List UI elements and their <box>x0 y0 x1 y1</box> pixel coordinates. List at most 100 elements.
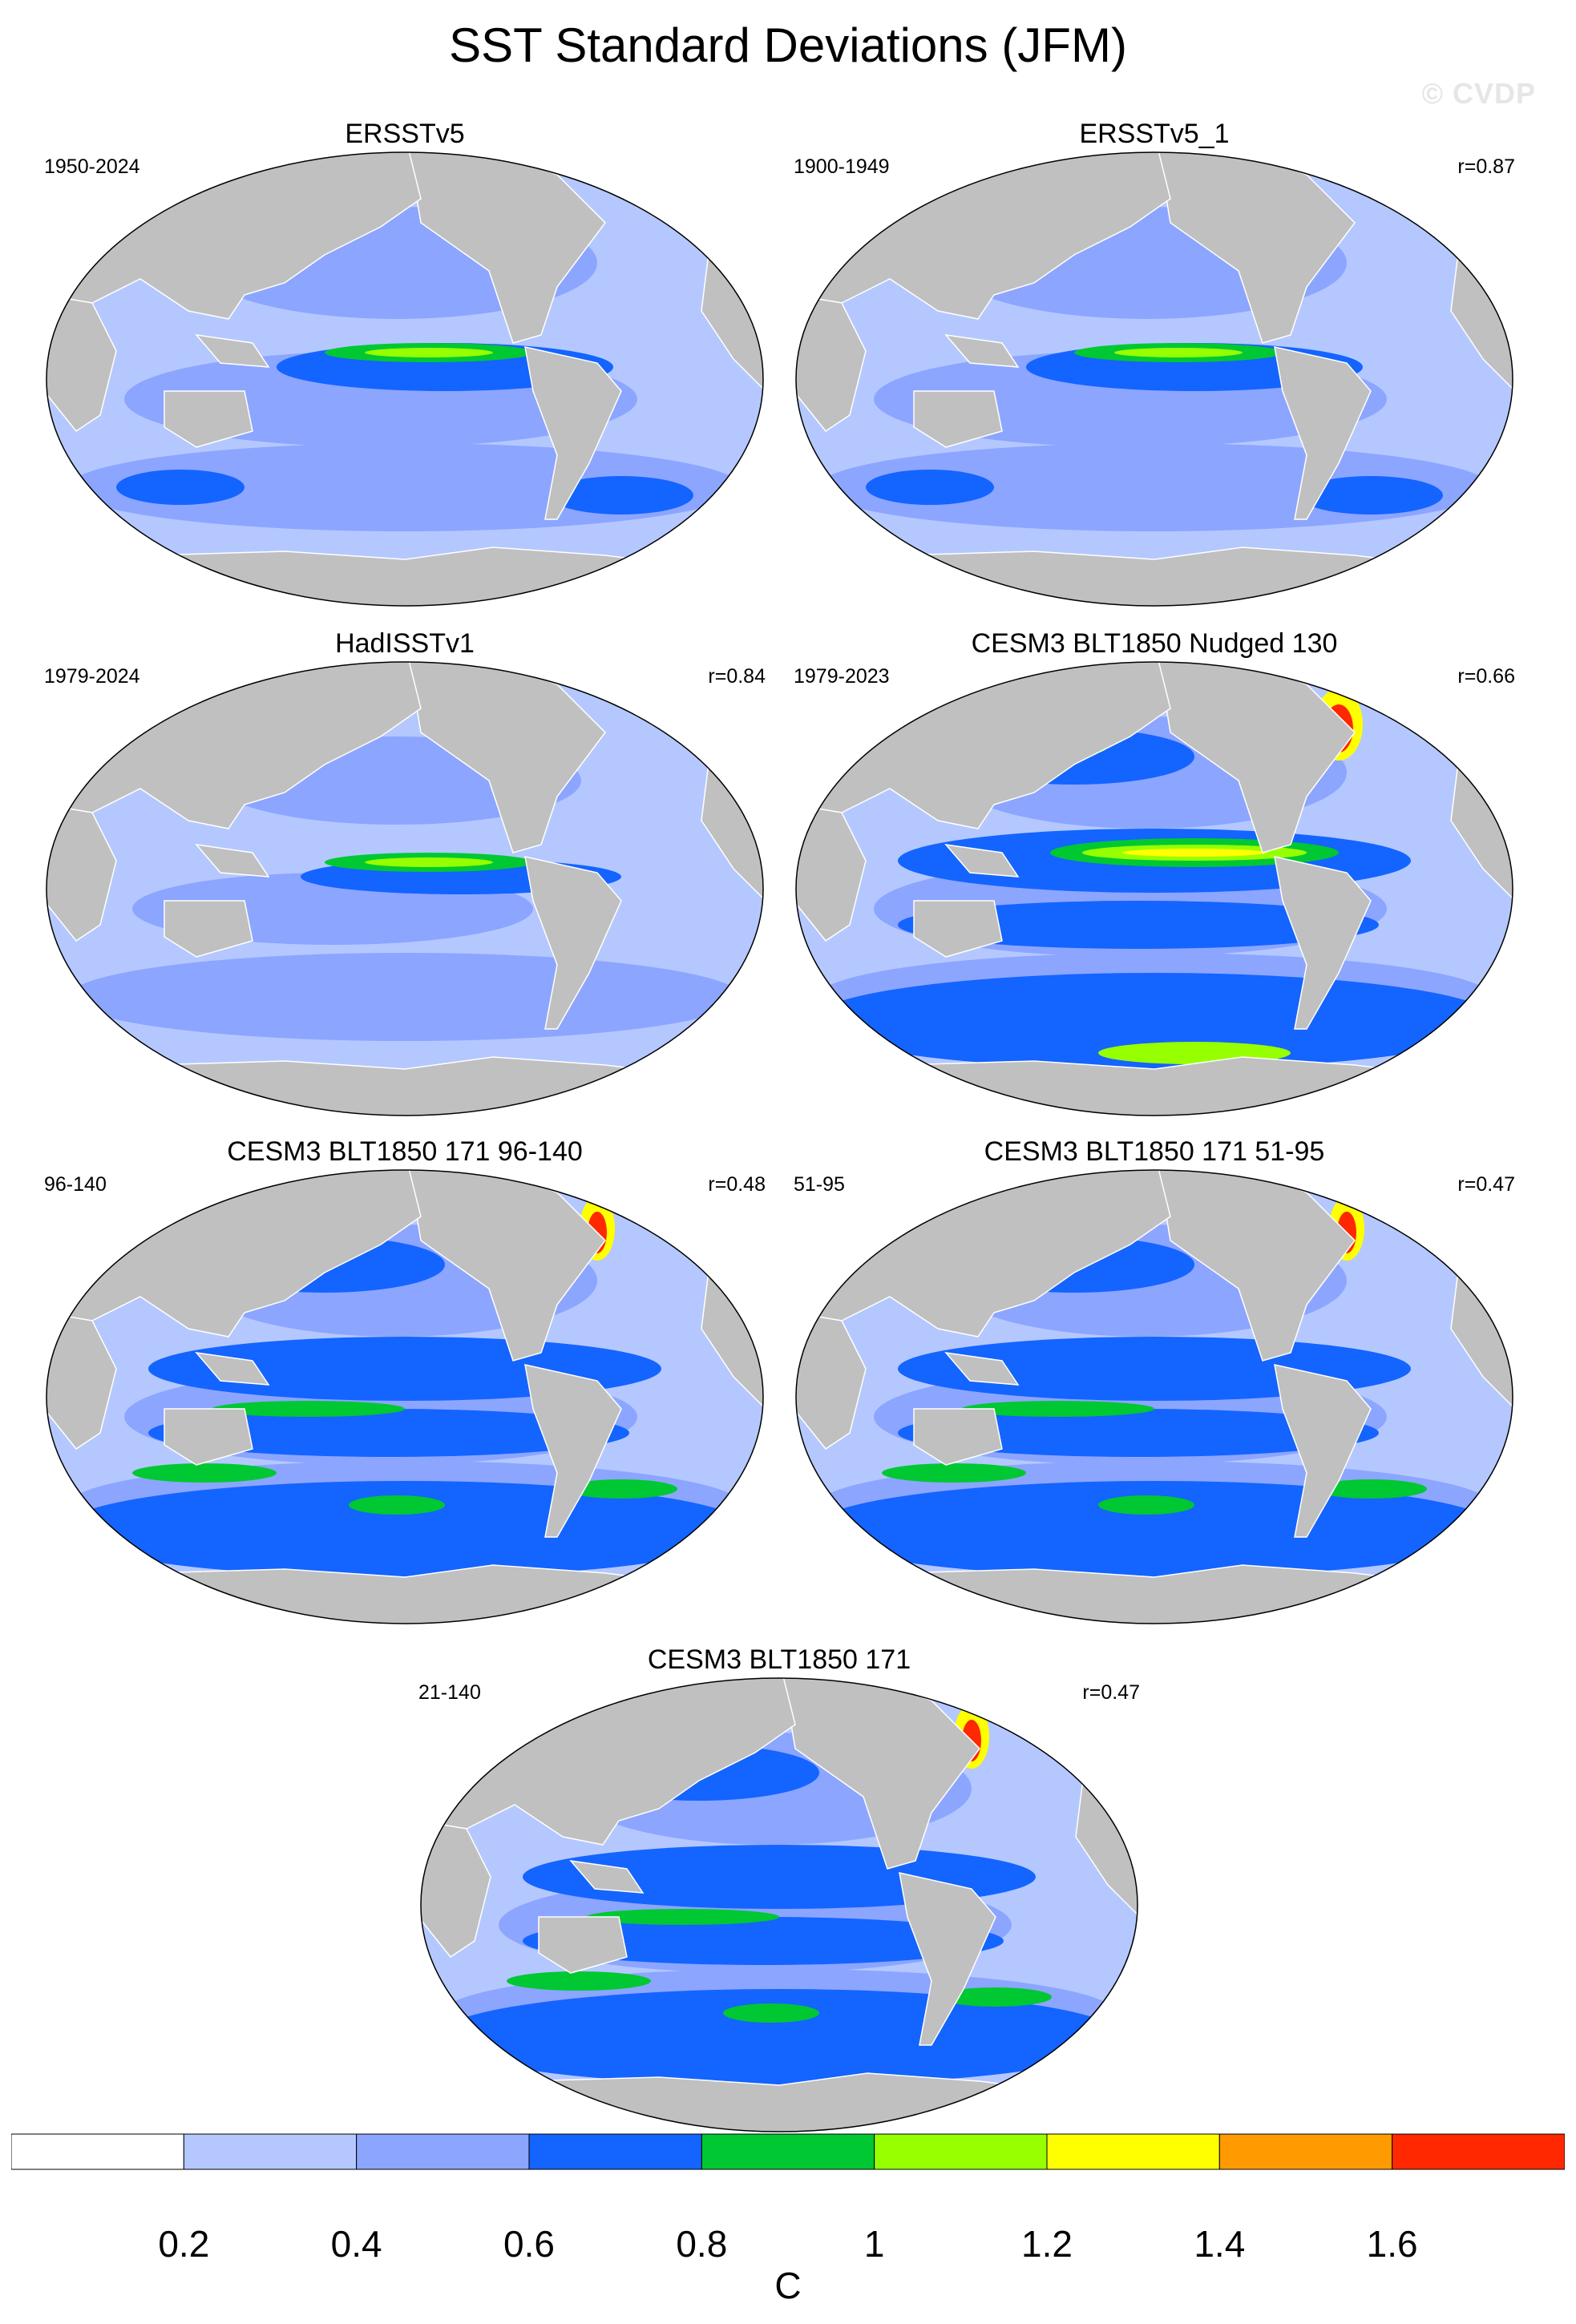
robinson-map <box>795 661 1513 1116</box>
south-america-land <box>1274 346 1372 520</box>
maritime-continent-land <box>944 843 1020 878</box>
figure-title: SST Standard Deviations (JFM) <box>449 18 1127 72</box>
robinson-map <box>420 1677 1138 2132</box>
enso-core <box>365 857 493 867</box>
colorbar-bin <box>874 2133 1048 2170</box>
south-america-land <box>1274 856 1372 1030</box>
robinson-map <box>46 661 764 1116</box>
variability-zone <box>898 901 1379 949</box>
maritime-continent-land <box>195 1351 270 1386</box>
greenland-land <box>620 1170 678 1225</box>
colorbar-bin <box>183 2133 358 2170</box>
variability-zone <box>810 973 1499 1069</box>
africa-west-land <box>46 804 117 942</box>
panel-correlation-label: r=0.47 <box>1457 1173 1515 1196</box>
map-panel-ersstv5: ERSSTv5 1950-2024 <box>44 119 766 607</box>
variability-zone <box>60 1481 750 1577</box>
panel-period-label: 1900-1949 <box>794 155 890 178</box>
map-panel-blt171: CESM3 BLT1850 171 21-140 r=0.47 <box>418 1644 1140 2133</box>
panel-title: CESM3 BLT1850 171 96-140 <box>227 1136 583 1167</box>
greenland-land <box>1370 662 1428 717</box>
variability-zone <box>1299 476 1443 514</box>
green-streak <box>882 1463 1026 1483</box>
south-america-land <box>524 1364 622 1538</box>
africa-west-land <box>796 1312 867 1450</box>
south-america-land <box>899 1872 996 2046</box>
panel-title: CESM3 BLT1850 171 <box>647 1644 911 1675</box>
greenland-land <box>1370 152 1428 208</box>
maritime-continent-land <box>944 333 1020 368</box>
green-streak <box>212 1401 405 1417</box>
variability-zone <box>434 1989 1124 2085</box>
greenland-land <box>1370 1170 1428 1225</box>
maritime-continent-land <box>195 843 270 878</box>
australia-land <box>913 900 1003 958</box>
australia-land <box>164 1408 253 1466</box>
colorbar-bin <box>528 2133 702 2170</box>
africa-west-land <box>796 294 867 433</box>
colorbar-tick-label: 1 <box>863 2223 885 2265</box>
maritime-continent-land <box>195 333 270 368</box>
cvdp-watermark: © CVDP <box>1421 77 1536 110</box>
colorbar-unit: C <box>774 2265 802 2306</box>
panel-correlation-label: r=0.48 <box>708 1173 766 1196</box>
robinson-map <box>795 1169 1513 1624</box>
panel-period-label: 21-140 <box>418 1681 481 1704</box>
variability-zone <box>549 476 693 514</box>
variability-zone <box>866 470 994 505</box>
green-streak <box>723 2003 819 2023</box>
colorbar-tick-label: 1.4 <box>1194 2223 1246 2265</box>
south-america-land <box>524 856 622 1030</box>
robinson-map <box>46 151 764 607</box>
map-border <box>795 151 1513 607</box>
map-border <box>46 661 764 1116</box>
map-panel-nudged130: CESM3 BLT1850 Nudged 130 1979-2023 r=0.66 <box>794 628 1515 1117</box>
colorbar-bin <box>1046 2133 1220 2170</box>
green-streak <box>507 1971 651 1991</box>
africa-west-land <box>46 294 117 433</box>
variability-zone <box>68 953 742 1041</box>
colorbar-bin <box>1218 2133 1393 2170</box>
map-border <box>420 1677 1138 2132</box>
panel-period-label: 96-140 <box>44 1173 107 1196</box>
robinson-map <box>46 1169 764 1624</box>
green-streak <box>565 1479 677 1499</box>
enso-core <box>1114 348 1243 357</box>
panel-title: ERSSTv5 <box>345 119 465 149</box>
panel-period-label: 51-95 <box>794 1173 845 1196</box>
enso-peak <box>1122 849 1267 857</box>
variability-zone <box>898 1409 1379 1457</box>
robinson-map <box>795 151 1513 607</box>
africa-west-land <box>796 804 867 942</box>
green-streak <box>962 1401 1154 1417</box>
colorbar-tick-label: 1.2 <box>1021 2223 1073 2265</box>
panel-title: CESM3 BLT1850 171 51-95 <box>984 1136 1325 1167</box>
australia-land <box>164 390 253 448</box>
map-panel-blt171_96_140: CESM3 BLT1850 171 96-140 96-140 r=0.48 <box>44 1136 766 1625</box>
australia-land <box>913 390 1003 448</box>
map-border <box>795 661 1513 1116</box>
colorbar-tick-label: 0.6 <box>503 2223 555 2265</box>
maritime-continent-land <box>944 1351 1020 1386</box>
south-america-land <box>524 346 622 520</box>
map-panel-blt171_51_95: CESM3 BLT1850 171 51-95 51-95 r=0.47 <box>794 1136 1515 1625</box>
panel-correlation-label: r=0.47 <box>1082 1681 1140 1704</box>
panel-period-label: 1979-2023 <box>794 665 890 688</box>
greenland-land <box>995 1678 1053 1733</box>
map-panel-ersstv5_1: ERSSTv5_1 1900-1949 r=0.87 <box>794 119 1515 607</box>
greenland-land <box>620 152 678 208</box>
panel-title: ERSSTv5_1 <box>1079 119 1230 149</box>
green-streak <box>1315 1479 1427 1499</box>
map-border <box>46 151 764 607</box>
green-streak <box>132 1463 277 1483</box>
colorbar-bin <box>1392 2133 1565 2170</box>
panel-title: HadISSTv1 <box>335 628 475 659</box>
panel-period-label: 1950-2024 <box>44 155 140 178</box>
panel-period-label: 1979-2024 <box>44 665 140 688</box>
south-america-land <box>1274 1364 1372 1538</box>
panel-correlation-label: r=0.84 <box>708 665 766 688</box>
colorbar-bin <box>356 2133 530 2170</box>
maritime-continent-land <box>569 1859 645 1894</box>
panel-title: CESM3 BLT1850 Nudged 130 <box>971 628 1338 659</box>
green-streak <box>1098 1495 1194 1515</box>
